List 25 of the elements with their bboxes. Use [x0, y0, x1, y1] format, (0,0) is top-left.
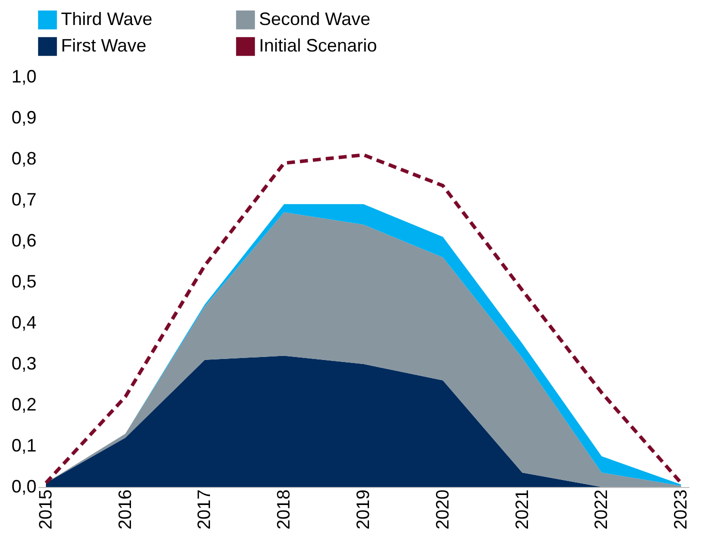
legend-label: First Wave — [61, 36, 146, 56]
y-tick-label: 0,6 — [11, 230, 36, 250]
x-tick-label: 2018 — [274, 490, 294, 530]
y-tick-label: 1,0 — [11, 66, 36, 86]
y-tick-label: 0,4 — [11, 312, 36, 332]
x-tick-label: 2016 — [114, 490, 135, 530]
x-tick-label: 2020 — [432, 490, 452, 530]
legend-label: Third Wave — [61, 8, 152, 29]
x-tick-label: 2019 — [353, 490, 373, 530]
legend-label: Second Wave — [259, 8, 370, 29]
x-tick-label: 2015 — [35, 490, 56, 530]
y-tick-label: 0,1 — [11, 436, 36, 456]
x-tick-label: 2023 — [670, 490, 691, 530]
y-tick-label: 0,0 — [11, 476, 36, 496]
y-tick-label: 0,2 — [11, 394, 36, 414]
x-tick-label: 2022 — [591, 490, 612, 530]
legend-label: Initial Scenario — [259, 36, 378, 56]
y-tick-label: 0,7 — [11, 190, 36, 210]
y-tick-label: 0,9 — [11, 108, 36, 128]
x-tick-label: 2017 — [194, 490, 214, 530]
y-tick-label: 0,8 — [11, 148, 36, 168]
x-tick-label: 2021 — [512, 490, 532, 530]
line-series — [44, 153, 683, 485]
y-tick-label: 0,5 — [11, 272, 36, 292]
y-tick-label: 0,3 — [11, 354, 36, 374]
